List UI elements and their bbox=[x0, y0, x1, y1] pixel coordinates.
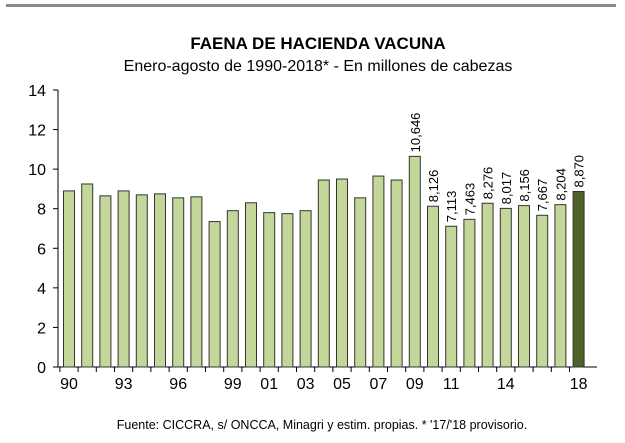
y-tick-label: 12 bbox=[28, 123, 46, 140]
data-label-2014: 8,017 bbox=[499, 172, 514, 205]
bar-1993 bbox=[117, 190, 130, 368]
x-tick-label: 03 bbox=[297, 376, 315, 393]
y-tick-label: 8 bbox=[37, 202, 46, 219]
bar-2014 bbox=[499, 207, 512, 368]
data-label-2010: 8,126 bbox=[426, 170, 441, 203]
bar-2016 bbox=[536, 214, 549, 368]
data-label-2015: 8,156 bbox=[517, 169, 532, 202]
x-tick-label: 18 bbox=[570, 376, 588, 393]
bar-2004 bbox=[317, 179, 330, 368]
bar-2011 bbox=[445, 225, 458, 368]
chart-source: Fuente: CICCRA, s/ ONCCA, Minagri y esti… bbox=[117, 418, 527, 432]
chart-subtitle: Enero-agosto de 1990-2018* - En millones… bbox=[124, 58, 513, 75]
x-tick-label: 05 bbox=[333, 376, 351, 393]
data-label-2012: 7,463 bbox=[462, 183, 477, 216]
bar-2006 bbox=[354, 197, 367, 368]
bar-2008 bbox=[390, 179, 403, 368]
bar-2012 bbox=[463, 218, 476, 368]
bar-2013 bbox=[481, 202, 494, 368]
bar-1997 bbox=[190, 196, 203, 368]
data-label-2013: 8,276 bbox=[481, 167, 496, 200]
top-rule bbox=[6, 4, 616, 7]
x-tick-label: 96 bbox=[169, 376, 187, 393]
y-tick-label: 10 bbox=[28, 162, 46, 179]
y-tick-label: 6 bbox=[37, 241, 46, 258]
bar-1991 bbox=[81, 183, 94, 368]
bar-2007 bbox=[372, 175, 385, 368]
y-tick-label: 0 bbox=[37, 360, 46, 377]
bar-2018 bbox=[572, 191, 585, 368]
chart-title: FAENA DE HACIENDA VACUNA bbox=[190, 34, 445, 53]
bar-2003 bbox=[299, 210, 312, 368]
data-label-2009: 10,646 bbox=[408, 113, 423, 153]
x-tick-label: 11 bbox=[443, 376, 460, 393]
bar-1999 bbox=[226, 210, 239, 368]
x-tick-label: 01 bbox=[260, 376, 278, 393]
bar-2005 bbox=[336, 178, 348, 368]
bar-2009 bbox=[408, 155, 421, 368]
bar-1992 bbox=[99, 195, 112, 368]
bar-1990 bbox=[63, 190, 75, 368]
x-tick-label: 93 bbox=[115, 376, 133, 393]
y-tick-label: 14 bbox=[28, 83, 46, 100]
data-label-2018: 8,870 bbox=[572, 155, 587, 188]
bar-2015 bbox=[518, 205, 530, 368]
data-label-2017: 8,204 bbox=[553, 168, 568, 201]
x-tick-label: 99 bbox=[224, 376, 242, 393]
bar-1996 bbox=[172, 197, 185, 368]
bar-2000 bbox=[245, 202, 257, 368]
y-tick-label: 4 bbox=[37, 281, 46, 298]
x-tick-label: 09 bbox=[406, 376, 424, 393]
bar-2001 bbox=[263, 212, 276, 368]
bar-1994 bbox=[135, 194, 148, 368]
data-label-2016: 7,667 bbox=[535, 179, 550, 212]
bar-2010 bbox=[427, 205, 439, 368]
data-label-2011: 7,113 bbox=[444, 191, 459, 223]
x-tick-label: 14 bbox=[497, 376, 515, 393]
x-tick-label: 07 bbox=[370, 376, 388, 393]
y-tick-label: 2 bbox=[37, 320, 46, 337]
x-tick-label: 90 bbox=[60, 376, 78, 393]
bar-2002 bbox=[281, 213, 294, 368]
bar-1995 bbox=[154, 193, 166, 368]
bar-2017 bbox=[554, 204, 567, 368]
bar-1998 bbox=[208, 221, 221, 368]
